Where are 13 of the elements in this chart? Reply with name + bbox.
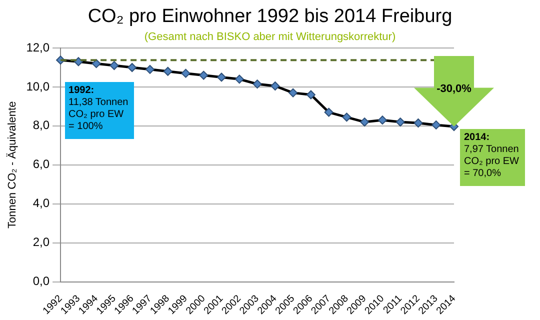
- y-tick-label: 10,0: [26, 79, 50, 94]
- annotation: 2014: 7,97 Tonnen CO₂ pro EW = 70,0%: [464, 132, 519, 180]
- y-tick-label: 2,0: [32, 235, 50, 250]
- y-axis-title: Tonnen CO₂ - Äquivalente: [6, 101, 19, 228]
- y-tick-label: 12,0: [26, 40, 50, 54]
- y-tick-label: 6,0: [32, 157, 50, 172]
- y-tick-label: 4,0: [32, 196, 50, 210]
- y-tick-label: 0,0: [32, 274, 50, 288]
- chart-subtitle: (Gesamt nach BISKO aber mit Witterungskorrektur): [144, 31, 396, 43]
- annotation: -30,0%: [436, 83, 472, 96]
- y-tick-label: 8,0: [32, 118, 50, 132]
- chart-title: CO₂ pro Einwohner 1992 bis 2014 Freiburg: [86, 6, 454, 28]
- annotation: 1992: 11,38 Tonnen CO₂ pro EW = 100%: [68, 85, 128, 134]
